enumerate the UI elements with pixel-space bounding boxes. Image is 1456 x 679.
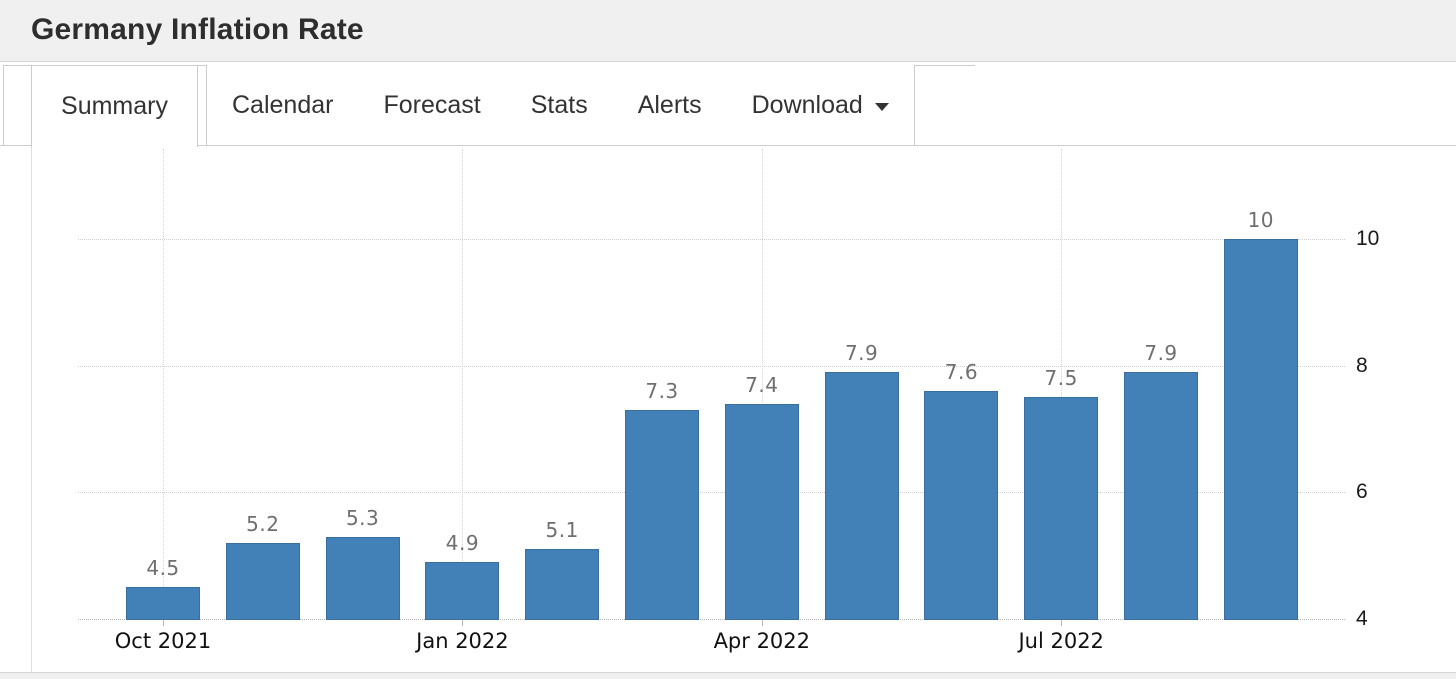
chart-bar-nov-2021[interactable] xyxy=(225,543,300,620)
chart-bar-feb-2022[interactable] xyxy=(525,549,600,620)
tab-bar-bottom-border xyxy=(0,145,1456,146)
tab-download-label: Download xyxy=(751,90,863,119)
tab-forecast[interactable]: Forecast xyxy=(358,65,505,145)
caret-down-icon xyxy=(874,103,889,111)
bottom-strip xyxy=(0,672,1456,679)
page-title: Germany Inflation Rate xyxy=(31,13,364,46)
tab-calendar[interactable]: Calendar xyxy=(207,65,358,145)
tab-stats[interactable]: Stats xyxy=(506,65,613,145)
tab-summary-label: Summary xyxy=(61,92,168,120)
tab-stats-label: Stats xyxy=(530,90,588,119)
chart-bar-jun-2022[interactable] xyxy=(924,391,999,620)
tab-alerts-label: Alerts xyxy=(637,90,702,119)
chart-bar-apr-2022[interactable] xyxy=(724,404,799,620)
chart-bar-mar-2022[interactable] xyxy=(625,410,699,620)
tab-bar: Summary Calendar Forecast Stats Alerts D… xyxy=(0,62,1456,147)
chart-bar-dec-2021[interactable] xyxy=(325,537,400,620)
chart-bar-may-2022[interactable] xyxy=(824,372,899,620)
tab-cropped-left-edge[interactable] xyxy=(0,65,4,145)
tab-calendar-label: Calendar xyxy=(232,90,334,119)
tab-group: Calendar Forecast Stats Alerts Download xyxy=(206,65,915,145)
chart-bar-jan-2022[interactable] xyxy=(425,562,500,620)
tab-alerts[interactable]: Alerts xyxy=(613,65,727,145)
chart-bar-oct-2021[interactable] xyxy=(126,587,200,620)
page-header: Germany Inflation Rate xyxy=(0,0,1456,62)
tab-forecast-label: Forecast xyxy=(383,90,481,119)
chart-bar-sep-2022[interactable] xyxy=(1223,239,1298,620)
chart-bar-aug-2022[interactable] xyxy=(1124,372,1198,620)
tab-summary[interactable]: Summary xyxy=(31,65,198,147)
chart-bar-jul-2022[interactable] xyxy=(1024,397,1099,620)
tab-download[interactable]: Download xyxy=(727,65,914,145)
